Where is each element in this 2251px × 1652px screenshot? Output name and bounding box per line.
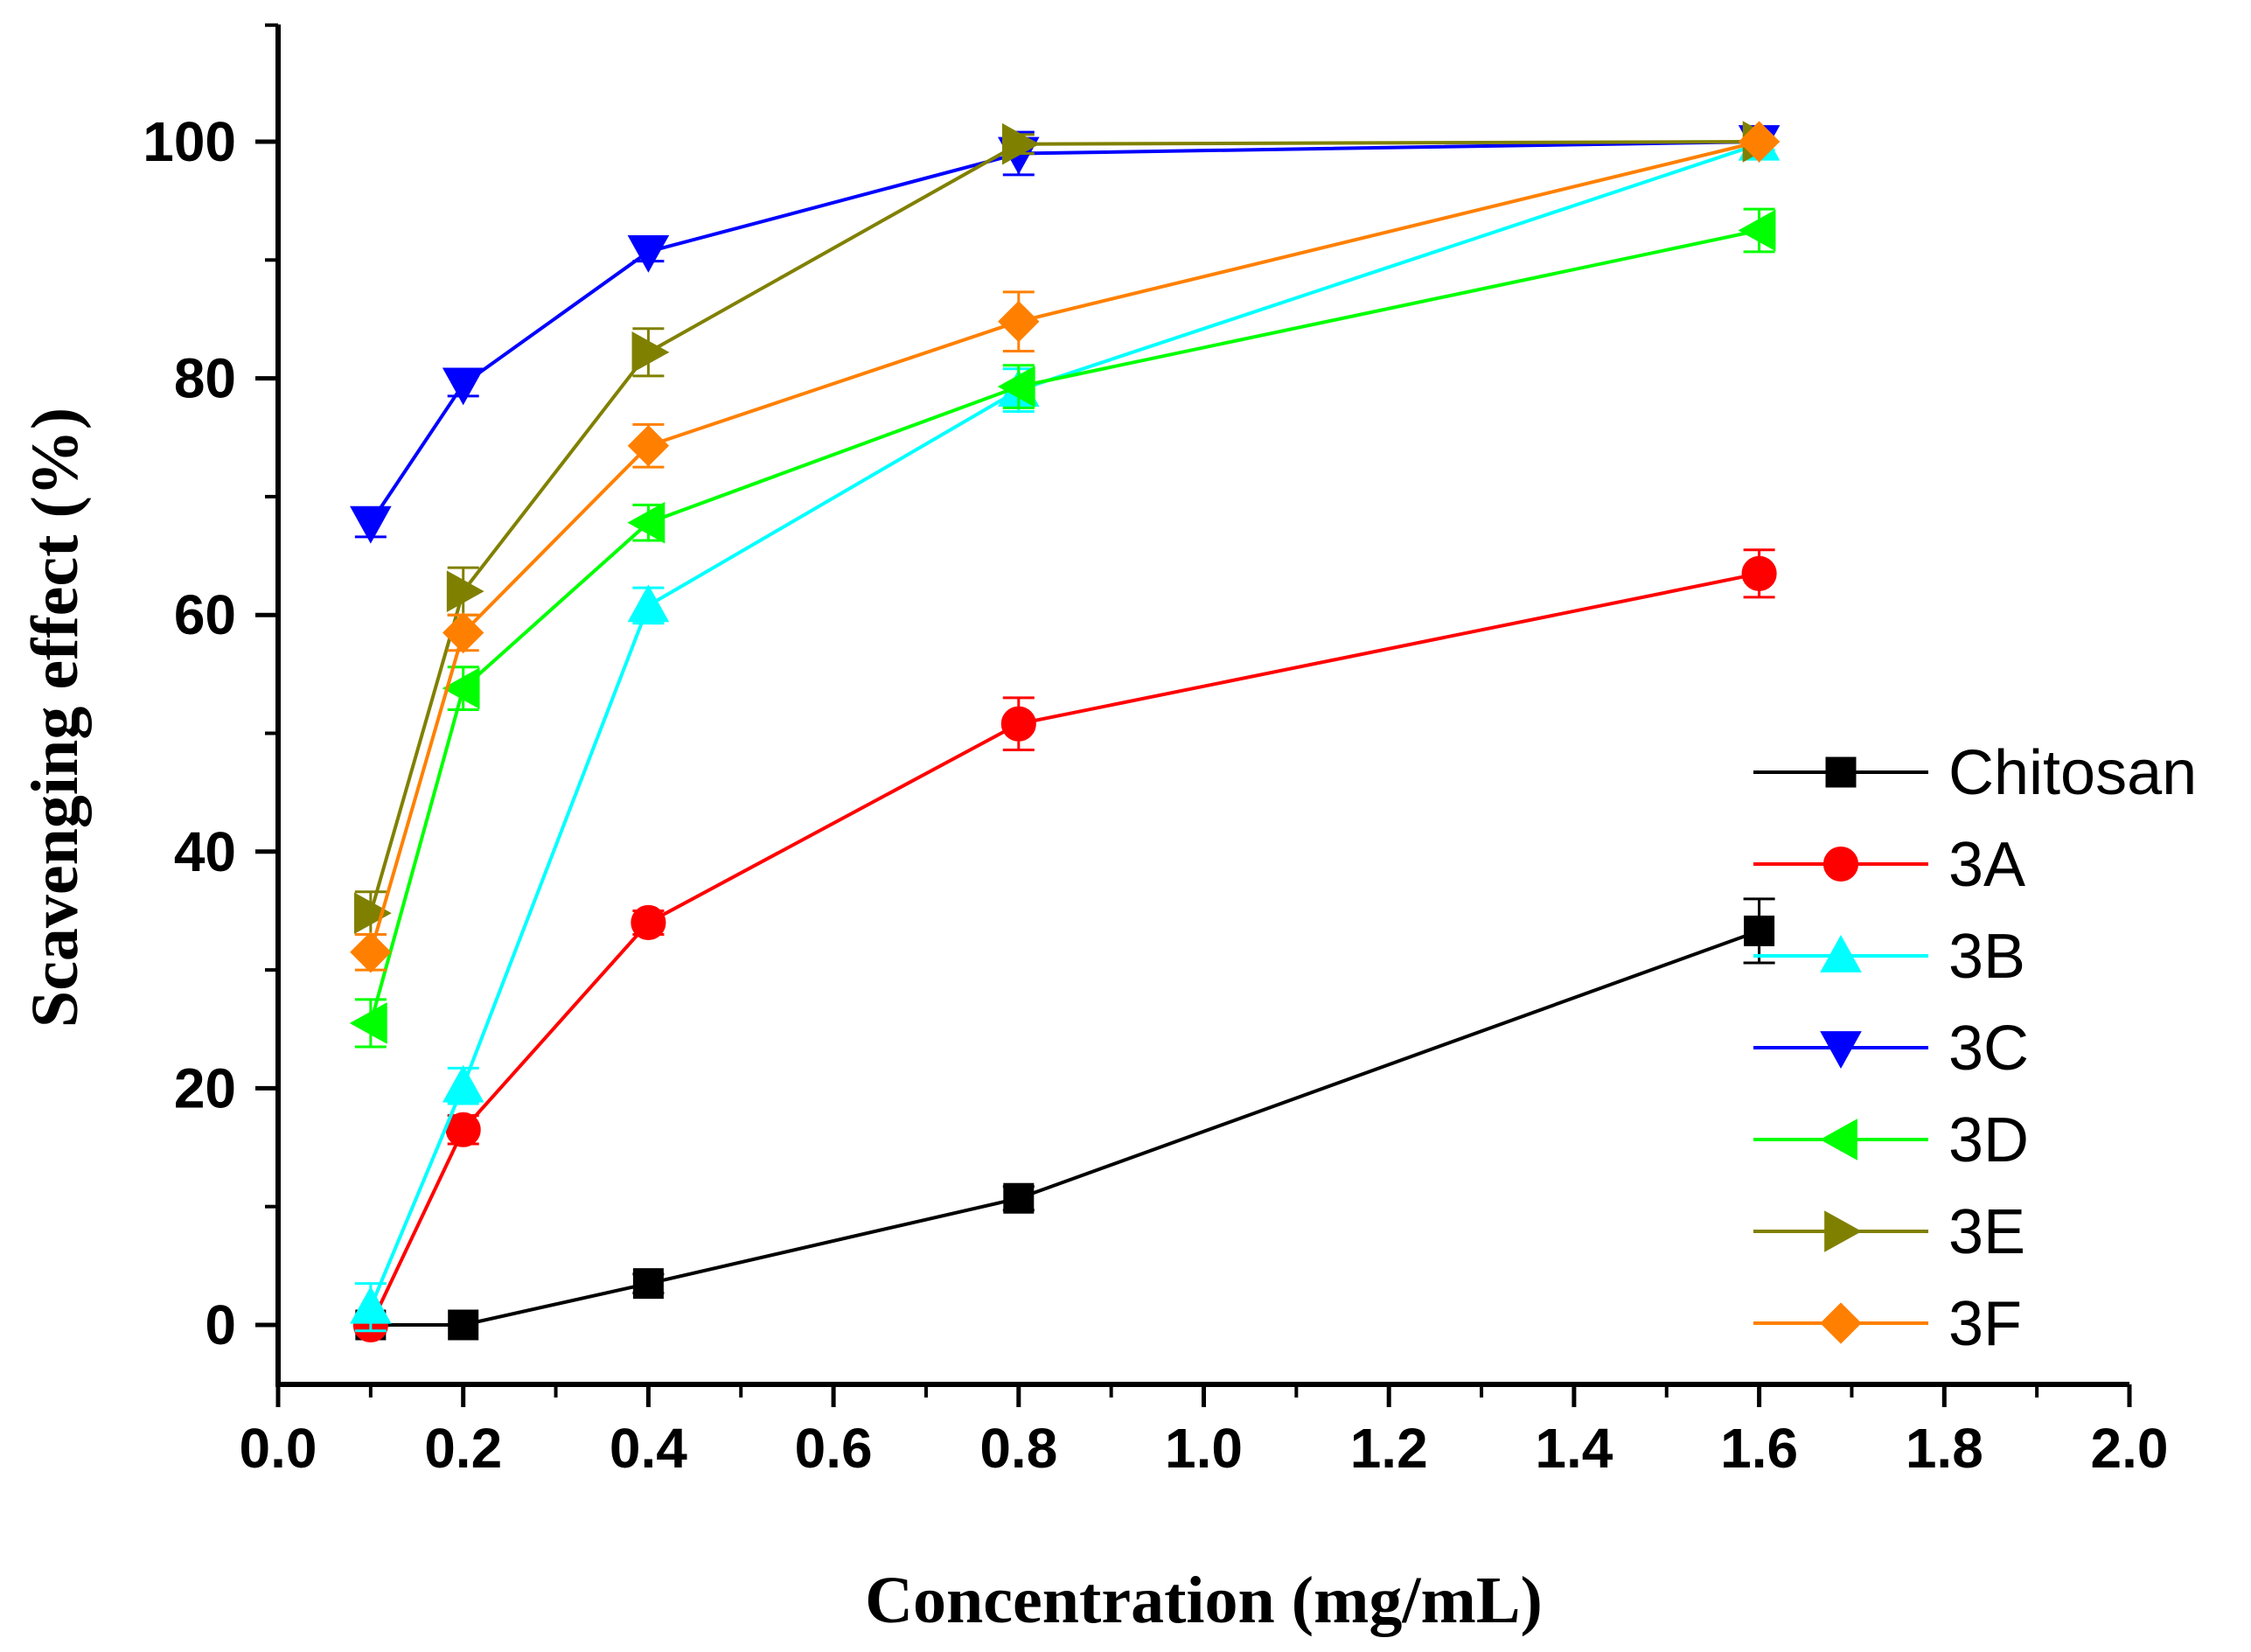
x-tick-label: 1.6 [1720, 1417, 1798, 1480]
data-point-3d [442, 667, 480, 709]
x-tick-label: 0.6 [795, 1417, 873, 1480]
y-axis-title: Scavenging effect (%) [18, 408, 92, 1028]
data-point-chitosan [1744, 915, 1775, 946]
series-lines [349, 121, 1781, 1343]
legend-label: 3B [1948, 922, 2025, 992]
legend-item-3d: 3D [1753, 1105, 2029, 1175]
legend-marker [1820, 935, 1862, 972]
y-tick-label: 0 [205, 1293, 236, 1356]
legend-marker [1824, 1210, 1862, 1252]
legend-item-3e: 3E [1753, 1197, 2025, 1267]
series-line-3e [368, 140, 1760, 914]
legend-label: 3A [1948, 830, 2025, 900]
data-point-3a [1000, 706, 1036, 742]
series-chitosan [355, 897, 1775, 1341]
legend-item-3b: 3B [1753, 922, 2025, 992]
data-point-3b [350, 1286, 392, 1324]
legend-item-chitosan: Chitosan [1753, 738, 2197, 808]
data-point-3e [631, 331, 670, 373]
data-point-3c [627, 234, 670, 273]
series-line-chitosan [370, 929, 1760, 1327]
series-3f [350, 121, 1781, 973]
y-tick-label: 40 [174, 820, 236, 883]
series-line-3c [369, 140, 1760, 524]
data-point-3e [446, 570, 484, 612]
data-point-3a [1741, 555, 1777, 591]
legend-label: Chitosan [1948, 738, 2197, 808]
data-point-3e [1001, 122, 1040, 165]
legend: Chitosan 3A 3B 3C 3D 3E 3F [1753, 738, 2197, 1359]
series-line-3d [368, 228, 1760, 1024]
data-point-3f [350, 931, 392, 973]
x-tick-label: 0.8 [979, 1417, 1057, 1480]
data-point-3d [627, 501, 666, 544]
y-tick-label: 80 [174, 347, 236, 410]
data-point-chitosan [632, 1268, 664, 1300]
series-line-3b [369, 142, 1760, 1308]
x-tick-label: 1.2 [1350, 1417, 1428, 1480]
x-tick-label: 1.8 [1906, 1417, 1983, 1480]
x-tick-label: 0.4 [610, 1417, 687, 1480]
series-3d [349, 207, 1776, 1049]
x-tick-label: 1.4 [1535, 1417, 1613, 1480]
x-axis-title: Concentration (mg/mL) [865, 1564, 1543, 1637]
y-tick-label: 60 [174, 583, 236, 646]
data-point-3f [1738, 121, 1781, 163]
data-point-3b [627, 584, 670, 623]
data-point-3f [627, 425, 670, 467]
legend-marker [1825, 756, 1857, 788]
series-line-3a [369, 571, 1760, 1326]
data-point-3d [997, 366, 1035, 408]
x-tick-label: 2.0 [2091, 1417, 2169, 1480]
data-point-3d [349, 1002, 387, 1044]
legend-item-3a: 3A [1753, 830, 2025, 900]
legend-item-3c: 3C [1753, 1014, 2029, 1084]
data-point-3d [1738, 209, 1776, 252]
data-point-chitosan [1003, 1182, 1035, 1214]
legend-marker [1820, 1302, 1862, 1344]
legend-marker [1822, 846, 1859, 882]
legend-label: 3C [1948, 1014, 2029, 1084]
legend-label: 3E [1948, 1197, 2025, 1267]
data-point-3a [631, 904, 666, 941]
data-point-3b [442, 1064, 484, 1103]
legend-marker [1820, 1119, 1857, 1161]
data-point-3c [350, 505, 392, 544]
data-point-3e [353, 892, 392, 934]
y-tick-label: 100 [143, 110, 236, 173]
x-tick-label: 0.0 [240, 1417, 317, 1480]
legend-label: 3F [1948, 1289, 2022, 1359]
data-point-chitosan [448, 1309, 479, 1341]
data-point-3c [442, 367, 484, 406]
legend-label: 3D [1948, 1105, 2029, 1175]
series-line-3f [368, 140, 1760, 953]
data-point-3f [998, 300, 1040, 343]
y-tick-label: 20 [174, 1056, 236, 1119]
axes: 0.0 0.2 0.4 0.6 0.8 1.0 1.2 1.4 1.6 1.8 2.0 0 20 40 60… [18, 23, 2169, 1637]
series-3b [350, 122, 1781, 1333]
legend-marker [1820, 1031, 1862, 1069]
x-tick-label: 0.2 [424, 1417, 502, 1480]
x-tick-label: 1.0 [1165, 1417, 1243, 1480]
data-point-3f [443, 611, 484, 654]
legend-item-3f: 3F [1753, 1289, 2022, 1359]
series-3a [352, 548, 1777, 1343]
